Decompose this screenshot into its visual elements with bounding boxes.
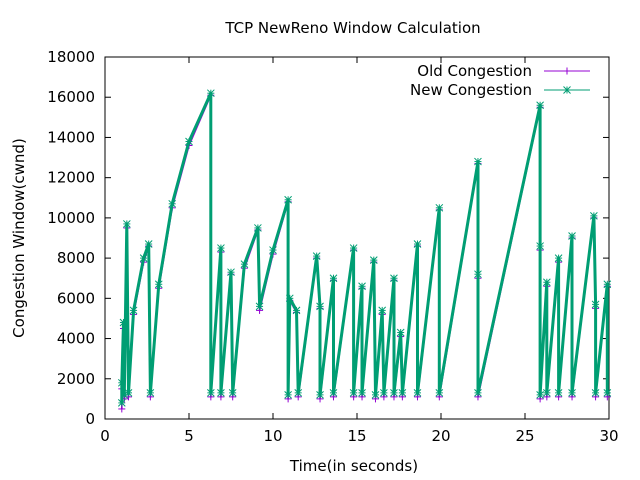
data-point-new-congestion xyxy=(228,389,237,397)
y-tick-label: 6000 xyxy=(57,289,95,307)
data-point-new-congestion xyxy=(269,246,277,254)
data-point-new-congestion xyxy=(122,220,131,228)
x-tick-label: 30 xyxy=(599,427,618,445)
data-point-new-congestion xyxy=(117,399,126,407)
y-tick-label: 10000 xyxy=(47,209,95,227)
data-point-new-congestion xyxy=(536,242,544,250)
x-tick-label: 25 xyxy=(515,427,534,445)
data-point-new-congestion xyxy=(542,278,551,287)
data-point-new-congestion xyxy=(358,389,366,397)
x-axis: 0 5 10 15 20 25 30 xyxy=(100,57,619,445)
data-point-new-congestion xyxy=(255,302,264,311)
x-tick-label: 5 xyxy=(184,427,194,445)
series-layer xyxy=(117,89,612,413)
y-axis: 0 2000 4000 6000 8000 10000 12000 14000 16000 180… xyxy=(47,48,609,428)
data-point-new-congestion xyxy=(390,274,398,283)
data-point-new-congestion xyxy=(227,268,235,277)
data-point-new-congestion xyxy=(312,252,321,260)
data-point-new-congestion xyxy=(380,389,388,397)
y-tick-label: 2000 xyxy=(57,370,95,388)
data-point-new-congestion xyxy=(124,389,133,397)
legend: Old Congestion New Congestion xyxy=(410,62,590,99)
data-point-new-congestion xyxy=(413,389,422,397)
data-point-new-congestion xyxy=(390,389,398,397)
data-point-new-congestion xyxy=(217,389,225,397)
data-point-new-congestion xyxy=(396,328,405,337)
x-tick-label: 10 xyxy=(263,427,282,445)
legend-marker-glyph xyxy=(563,86,571,94)
data-point-new-congestion xyxy=(117,378,126,387)
data-point-new-congestion xyxy=(603,389,612,397)
data-point-new-congestion xyxy=(474,270,482,279)
data-point-new-congestion xyxy=(591,389,600,397)
y-tick-label: 14000 xyxy=(47,128,95,146)
data-point-new-congestion xyxy=(139,254,148,262)
y-tick-label: 16000 xyxy=(47,88,95,106)
data-point-new-congestion xyxy=(129,306,138,315)
data-point-new-congestion xyxy=(603,280,612,289)
data-point-new-congestion xyxy=(568,389,576,397)
data-point-new-congestion xyxy=(413,240,422,248)
data-point-new-congestion xyxy=(554,254,563,262)
data-point-new-congestion xyxy=(285,294,294,303)
y-axis-label: Congestion Window(cwnd) xyxy=(10,138,28,338)
data-point-new-congestion xyxy=(206,389,215,397)
legend-label-old-congestion: Old Congestion xyxy=(417,62,532,80)
legend-marker-old-congestion xyxy=(563,67,571,75)
x-tick-label: 0 xyxy=(100,427,110,445)
data-point-new-congestion xyxy=(294,389,303,397)
data-point-new-congestion xyxy=(254,224,262,232)
data-point-new-congestion xyxy=(369,256,378,264)
series-line-new-congestion xyxy=(120,91,609,403)
y-tick-label: 4000 xyxy=(57,330,95,348)
data-point-new-congestion xyxy=(349,244,358,252)
data-point-new-congestion xyxy=(590,212,598,220)
data-point-new-congestion xyxy=(144,240,153,248)
data-point-new-congestion xyxy=(435,389,444,397)
data-point-new-congestion xyxy=(154,280,163,289)
legend-marker-glyph xyxy=(563,67,571,75)
data-point-new-congestion xyxy=(474,157,482,166)
data-point-new-congestion xyxy=(206,89,215,98)
y-tick-label: 0 xyxy=(85,410,95,428)
data-point-new-congestion xyxy=(284,391,292,399)
chart-title: TCP NewReno Window Calculation xyxy=(224,19,480,37)
data-point-new-congestion xyxy=(371,391,380,399)
data-point-new-congestion xyxy=(474,389,482,397)
data-point-new-congestion xyxy=(378,306,387,315)
x-axis-label: Time(in seconds) xyxy=(289,457,418,475)
data-point-new-congestion xyxy=(536,101,544,110)
y-tick-label: 12000 xyxy=(47,169,95,187)
data-point-new-congestion xyxy=(536,391,544,399)
x-tick-label: 20 xyxy=(431,427,450,445)
legend-label-new-congestion: New Congestion xyxy=(410,81,532,99)
data-point-new-congestion xyxy=(240,260,249,268)
y-tick-label: 8000 xyxy=(57,249,95,267)
data-point-new-congestion xyxy=(217,244,225,252)
data-point-new-congestion xyxy=(542,389,551,397)
data-point-new-congestion xyxy=(591,300,600,309)
y-tick-label: 18000 xyxy=(47,48,95,66)
data-point-new-congestion xyxy=(119,318,128,327)
data-point-old-congestion xyxy=(118,405,126,413)
data-point-new-congestion xyxy=(292,306,301,315)
data-point-new-congestion xyxy=(284,195,292,204)
data-point-new-congestion xyxy=(398,389,407,397)
data-point-new-congestion xyxy=(329,389,338,397)
data-point-new-congestion xyxy=(168,199,177,208)
data-point-new-congestion xyxy=(316,391,324,399)
data-point-new-congestion xyxy=(554,389,563,397)
legend-marker-new-congestion xyxy=(563,86,571,94)
data-point-new-congestion xyxy=(146,389,155,397)
data-point-new-congestion xyxy=(568,232,576,240)
series-new-congestion xyxy=(117,89,612,407)
data-point-new-congestion xyxy=(349,389,358,397)
data-point-new-congestion xyxy=(316,302,324,311)
data-point-new-congestion xyxy=(329,274,338,283)
data-point-new-congestion xyxy=(358,282,366,291)
data-point-new-congestion xyxy=(185,137,193,146)
x-tick-label: 15 xyxy=(347,427,366,445)
data-point-new-congestion xyxy=(435,203,444,212)
